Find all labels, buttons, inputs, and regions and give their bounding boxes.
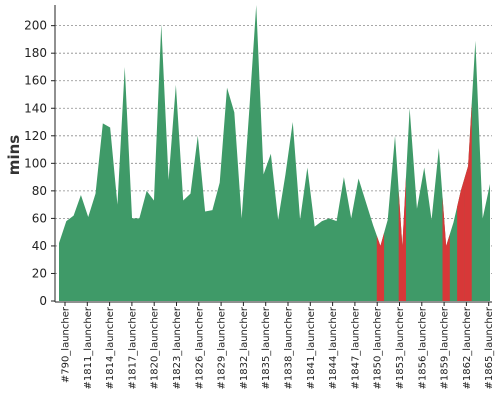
x-tick-label-19: #1865_launcher [484,306,495,389]
x-tick-label-16: #1856_launcher [417,306,428,389]
y-tick-label-160: 160 [24,74,47,88]
axes [54,5,492,303]
highlight-point-53 [442,197,450,301]
y-tick-label-100: 100 [24,156,47,170]
x-tick-label-11: #1841_launcher [306,306,317,389]
y-tick-labels: 0 20 40 60 80 100 120 140 160 180 200 [24,19,55,308]
x-tick-label-14: #1850_launcher [373,306,384,389]
y-tick-label-60: 60 [32,211,47,225]
x-tick-label-13: #1847_launcher [350,306,361,389]
highlight-segments [376,103,472,301]
y-tick-label-40: 40 [32,239,47,253]
y-tick-label-80: 80 [32,184,47,198]
highlight-point-56 [464,103,472,301]
x-tick-labels: #790_launcher #1811_launcher #1814_launche… [61,302,495,390]
x-tick-label-7: #1829_launcher [217,306,228,389]
y-tick-label-180: 180 [24,46,47,60]
x-tick-label-9: #1835_launcher [261,306,272,389]
x-tick-label-3: #1817_launcher [127,306,138,389]
x-tick-label-5: #1823_launcher [172,306,183,389]
x-tick-label-10: #1838_launcher [284,306,295,389]
y-tick-label-0: 0 [39,294,47,308]
area-series [59,5,490,301]
y-tick-label-200: 200 [24,19,47,33]
x-tick-label-15: #1853_launcher [395,306,406,389]
series-area [59,5,490,301]
x-tick-label-0: #790_launcher [61,306,72,383]
x-tick-label-18: #1862_launcher [462,306,473,389]
x-tick-label-4: #1820_launcher [150,306,161,389]
highlight-point-47 [398,177,406,301]
y-tick-label-120: 120 [24,129,47,143]
x-tick-label-17: #1859_launcher [440,306,451,389]
x-tick-label-2: #1814_launcher [105,306,116,389]
x-tick-label-12: #1844_launcher [328,306,339,389]
y-axis-title: mins [5,135,23,175]
highlight-point-55 [457,178,465,301]
x-tick-label-6: #1826_launcher [194,306,205,389]
x-tick-label-8: #1832_launcher [239,306,250,389]
highlight-point-44 [376,232,385,301]
y-tick-label-20: 20 [32,266,47,280]
x-tick-label-1: #1811_launcher [83,306,94,389]
y-tick-label-140: 140 [24,101,47,115]
